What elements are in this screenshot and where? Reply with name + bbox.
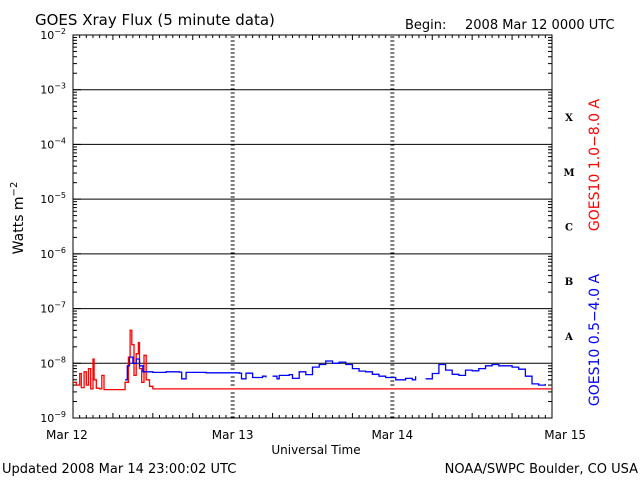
y-tick-label: 10−4: [40, 136, 66, 151]
data-source: NOAA/SWPC Boulder, CO USA: [445, 462, 638, 477]
x-tick-label: Mar 12: [46, 428, 88, 442]
x-tick-label: Mar 15: [544, 428, 586, 442]
x-tick-label: Mar 13: [212, 428, 254, 442]
series-line-short-wavelength: [125, 356, 267, 381]
svg-text:GOES10 1.0−8.0 A: GOES10 1.0−8.0 A: [587, 99, 603, 232]
y-axis-title: Watts m−2: [9, 182, 27, 255]
legend-blue-series: GOES10 0.5−4.0 A: [587, 274, 603, 407]
y-tick-label: 10−9: [40, 410, 66, 425]
flare-class-labels: X M C B A: [563, 113, 574, 343]
flare-class-b: B: [565, 277, 573, 288]
updated-timestamp: Updated 2008 Mar 14 23:00:02 UTC: [2, 462, 236, 477]
x-axis-ticks: Mar 12 Mar 13 Mar 14 Mar 15: [46, 35, 586, 442]
svg-text:Watts m−2: Watts m−2: [9, 182, 27, 255]
y-axis-ticks: 10−9 10−8 10−7 10−6 10−5 10−4 10−3 10−2: [40, 27, 552, 425]
y-tick-label: 10−6: [40, 246, 66, 261]
chart-title: GOES Xray Flux (5 minute data): [35, 11, 275, 29]
flare-class-x: X: [565, 113, 573, 124]
y-tick-label: 10−8: [40, 355, 66, 370]
y-tick-label: 10−7: [40, 301, 66, 316]
series-lines: [73, 329, 553, 391]
series-line-short-wavelength: [272, 360, 417, 381]
plot-frame: [72, 34, 553, 419]
series-line-short-wavelength: [425, 363, 546, 386]
grid-lines: [73, 34, 552, 419]
y-tick-label: 10−2: [40, 27, 66, 42]
flare-class-a: A: [564, 332, 573, 343]
svg-text:GOES10 0.5−4.0 A: GOES10 0.5−4.0 A: [587, 274, 603, 407]
begin-date: 2008 Mar 12 0000 UTC: [465, 18, 615, 33]
x-axis-title: Universal Time: [271, 443, 360, 457]
y-tick-label: 10−3: [40, 82, 66, 97]
flare-class-c: C: [565, 223, 573, 234]
flare-class-m: M: [563, 168, 574, 179]
x-tick-label: Mar 14: [371, 428, 413, 442]
series-line-long-wavelength: [73, 329, 553, 391]
y-tick-label: 10−5: [40, 191, 66, 206]
begin-label: Begin:: [405, 18, 446, 33]
legend-red-series: GOES10 1.0−8.0 A: [587, 99, 603, 232]
